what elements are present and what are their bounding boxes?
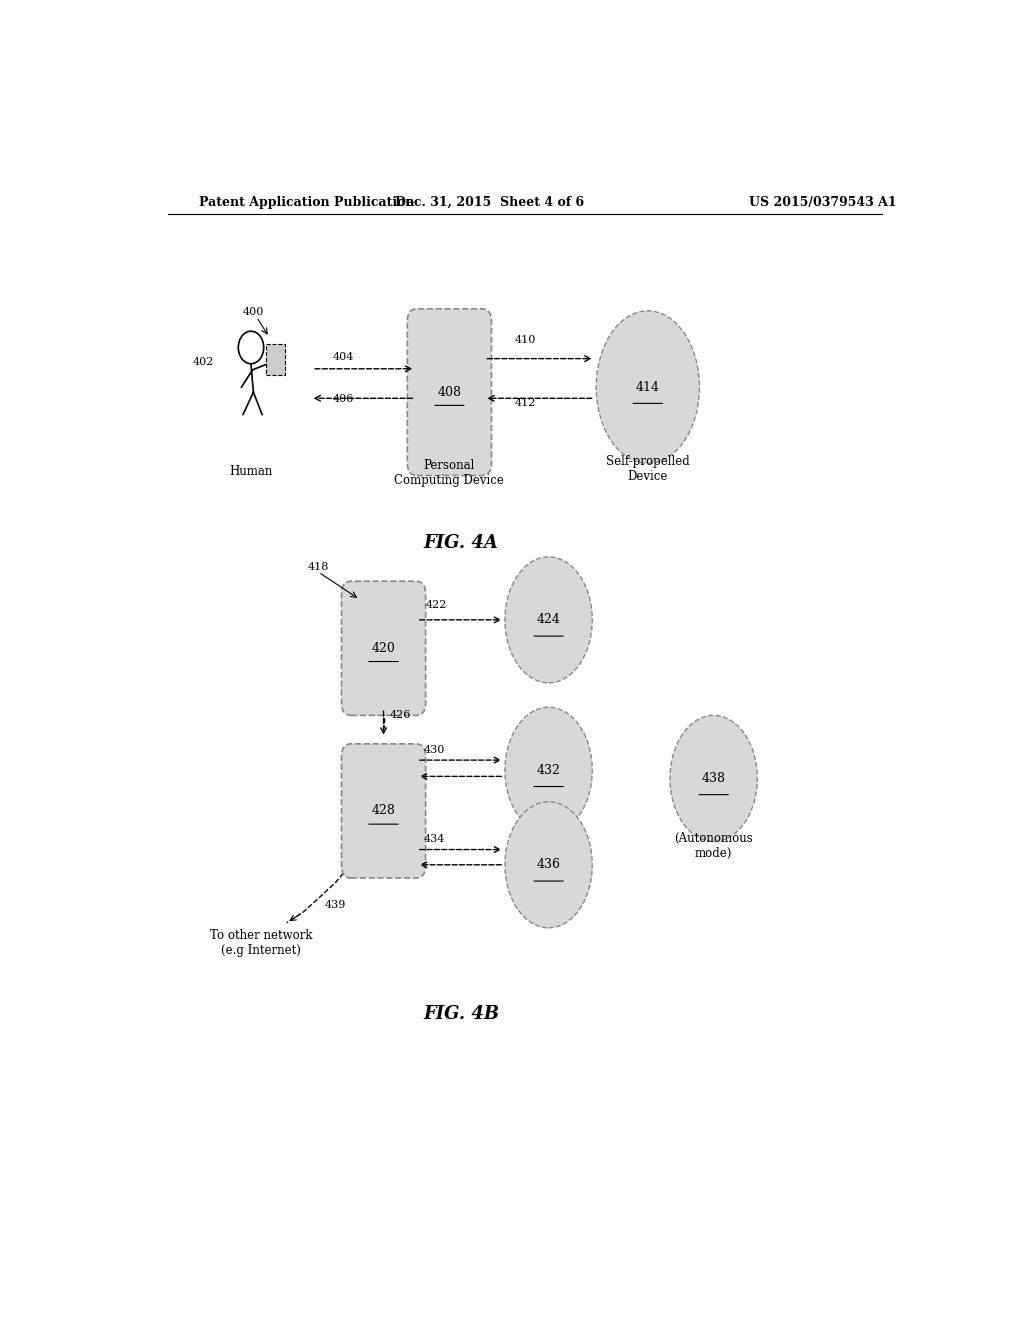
Text: (Autonomous
mode): (Autonomous mode)	[674, 832, 753, 859]
Text: Dec. 31, 2015  Sheet 4 of 6: Dec. 31, 2015 Sheet 4 of 6	[394, 195, 584, 209]
Text: 400: 400	[243, 306, 264, 317]
Text: 424: 424	[537, 614, 560, 627]
Text: 422: 422	[426, 599, 446, 610]
Text: 412: 412	[514, 399, 536, 408]
Ellipse shape	[670, 715, 758, 841]
Text: 406: 406	[333, 395, 354, 404]
Text: FIG. 4A: FIG. 4A	[424, 533, 499, 552]
FancyBboxPatch shape	[341, 744, 426, 878]
Text: 439: 439	[325, 900, 346, 911]
FancyBboxPatch shape	[408, 309, 492, 475]
Text: US 2015/0379543 A1: US 2015/0379543 A1	[749, 195, 896, 209]
Text: 414: 414	[636, 380, 659, 393]
Text: 408: 408	[437, 385, 462, 399]
Ellipse shape	[505, 557, 592, 682]
Text: Patent Application Publication: Patent Application Publication	[200, 195, 415, 209]
Text: 420: 420	[372, 642, 395, 655]
Text: Personal
Computing Device: Personal Computing Device	[394, 459, 505, 487]
FancyBboxPatch shape	[266, 345, 285, 375]
Ellipse shape	[505, 708, 592, 833]
Text: 428: 428	[372, 804, 395, 817]
Text: 436: 436	[537, 858, 560, 871]
Ellipse shape	[505, 801, 592, 928]
Text: To other network
(e.g Internet): To other network (e.g Internet)	[210, 929, 312, 957]
Text: 404: 404	[333, 351, 354, 362]
Text: 410: 410	[514, 335, 536, 346]
Text: 438: 438	[701, 772, 726, 785]
Text: 434: 434	[423, 834, 444, 845]
FancyBboxPatch shape	[341, 581, 426, 715]
Text: 430: 430	[423, 744, 444, 755]
Ellipse shape	[596, 312, 699, 463]
Text: 432: 432	[537, 764, 560, 776]
Text: 426: 426	[390, 710, 412, 721]
Text: Human: Human	[229, 465, 272, 478]
Text: 402: 402	[194, 356, 214, 367]
Text: FIG. 4B: FIG. 4B	[423, 1006, 500, 1023]
Text: Self-propelled
Device: Self-propelled Device	[606, 455, 690, 483]
Text: 418: 418	[307, 562, 329, 572]
